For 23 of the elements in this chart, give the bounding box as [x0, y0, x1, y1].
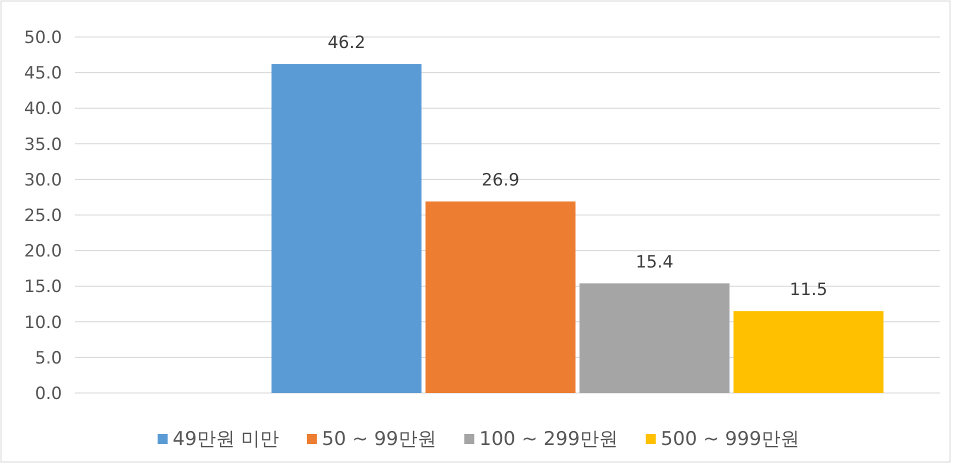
y-tick-label: 40.0 [24, 99, 62, 120]
data-label: 26.9 [482, 170, 520, 190]
y-tick-label: 30.0 [24, 170, 62, 190]
y-tick-label: 25.0 [24, 206, 62, 226]
y-tick-label: 35.0 [24, 134, 62, 155]
y-tick-label: 15.0 [24, 277, 62, 298]
bar [272, 64, 422, 393]
data-label: 11.5 [790, 280, 828, 300]
y-tick-label: 5.0 [34, 348, 62, 368]
legend-label: 50 ~ 99만원 [322, 428, 436, 450]
bar [426, 201, 576, 393]
data-label: 46.2 [328, 33, 366, 54]
bar [734, 311, 884, 393]
bar [580, 283, 730, 393]
y-tick-label: 50.0 [24, 28, 62, 48]
legend-label: 100 ~ 299만원 [479, 428, 618, 450]
legend-label: 49만원 미만 [172, 428, 279, 450]
y-tick-label: 45.0 [24, 64, 62, 84]
y-tick-label: 10.0 [24, 312, 62, 333]
data-label: 15.4 [636, 252, 674, 272]
y-tick-label: 20.0 [24, 242, 62, 262]
legend-label: 500 ~ 999만원 [660, 428, 800, 450]
y-tick-label: 0.0 [34, 384, 62, 404]
